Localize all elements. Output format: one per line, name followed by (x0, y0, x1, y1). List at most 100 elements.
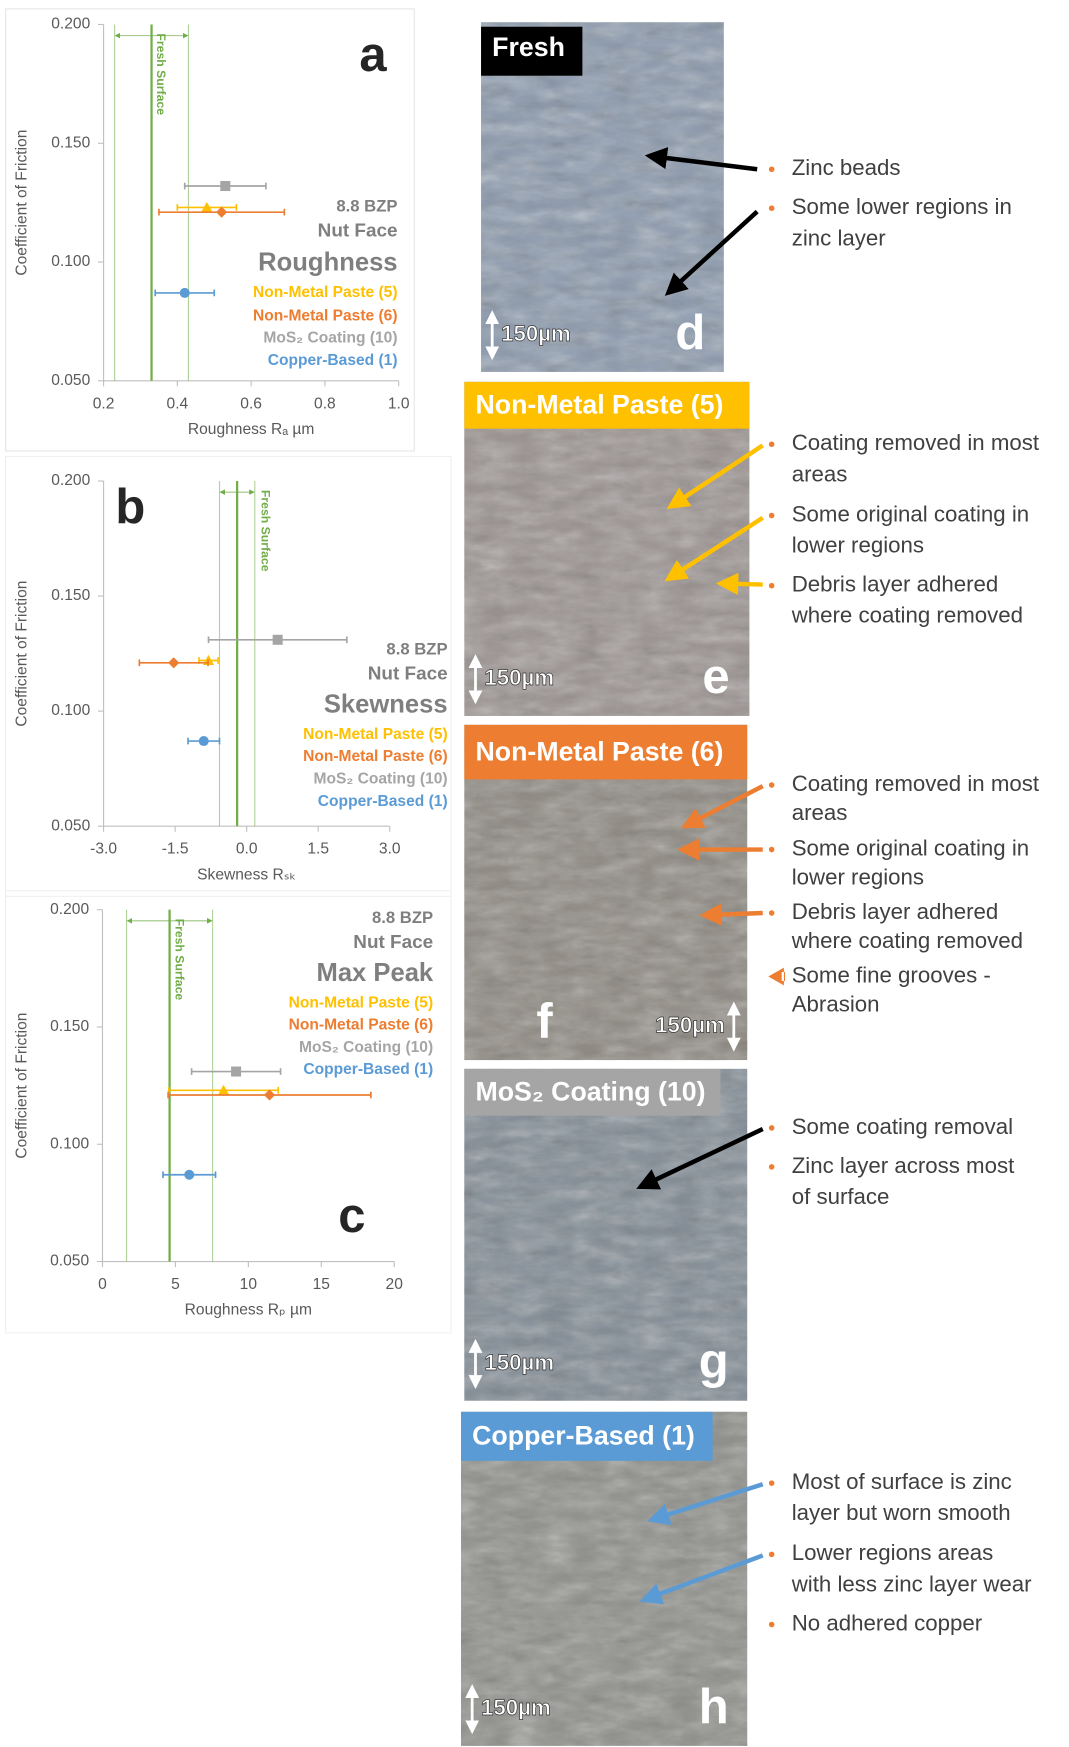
legend-entry: Non-Metal Paste (6) (303, 748, 448, 765)
x-tick-label: 1.0 (388, 395, 410, 412)
note-text: Coating removed in most (792, 771, 1040, 796)
legend-entry: Non-Metal Paste (5) (253, 284, 398, 301)
micrograph-label: Copper-Based (1) (472, 1421, 695, 1451)
x-tick-label: 20 (386, 1276, 404, 1293)
legend-entry: MoS₂ Coating (10) (299, 1039, 433, 1056)
arrow (647, 1482, 764, 1526)
panel-letter: d (675, 306, 705, 360)
note-text: lower regions (792, 864, 924, 889)
note-text: Some lower regions in (792, 194, 1012, 219)
chart-subtitle: Nut Face (368, 664, 448, 685)
point (272, 634, 283, 645)
arrow (664, 515, 764, 582)
y-tick-label: 0.050 (51, 372, 90, 389)
panel-letter: a (359, 28, 387, 82)
note-text: with less zinc layer wear (791, 1571, 1032, 1596)
chart-frame (5, 890, 452, 1334)
note-text: areas (792, 800, 848, 825)
x-tick-label: 1.5 (307, 841, 329, 858)
note-text: areas (792, 461, 848, 486)
legend-entry: Non-Metal Paste (5) (303, 726, 448, 743)
note-text: Some fine grooves - (792, 962, 991, 987)
chart-subtitle: Nut Face (318, 221, 398, 242)
y-tick-label: 0.200 (51, 16, 90, 33)
arrow (699, 903, 763, 926)
panel-letter: g (699, 1335, 729, 1389)
note-text: where coating removed (791, 928, 1023, 953)
x-tick-label: 10 (240, 1276, 258, 1293)
y-axis-label: Coefficient of Friction (13, 1013, 30, 1159)
micrograph-label-box (464, 1068, 721, 1116)
x-tick-label: 5 (171, 1276, 180, 1293)
point (216, 206, 228, 218)
chart-title: 8.8 BZP (336, 197, 397, 216)
x-tick-label: 0.6 (240, 395, 262, 412)
reference-label: Fresh Surface (172, 919, 186, 1001)
note-text: zinc layer (792, 225, 887, 250)
x-tick-label: -1.5 (162, 841, 189, 858)
point (179, 287, 190, 298)
bullet (768, 1125, 775, 1131)
y-tick-label: 0.200 (51, 472, 90, 489)
legend-entry: MoS₂ Coating (10) (313, 771, 447, 788)
chart-heading: Max Peak (317, 959, 434, 987)
panel-letter: h (699, 1680, 729, 1734)
arrow (666, 443, 764, 510)
arrow (664, 209, 759, 296)
panel-letter: b (115, 480, 145, 534)
legend-entry: Copper-Based (1) (318, 793, 448, 810)
note-text: Some coating removal (792, 1114, 1013, 1139)
panel-letter: e (702, 650, 729, 704)
note-text: layer but worn smooth (792, 1500, 1011, 1525)
micrograph-label: MoS₂ Coating (10) (475, 1076, 705, 1106)
note-text: Coating removed in most (792, 430, 1040, 455)
point (198, 736, 209, 747)
bullet (768, 441, 775, 448)
y-tick-label: 0.150 (50, 1018, 89, 1035)
note-text: Most of surface is zinc (792, 1469, 1012, 1494)
x-tick-label: 0.8 (314, 395, 336, 412)
point (220, 181, 231, 192)
x-tick-label: -3.0 (90, 841, 117, 858)
micrograph-texture (464, 1068, 748, 1401)
chart-frame (5, 8, 415, 452)
arrow (680, 784, 764, 829)
y-tick-label: 0.050 (50, 1253, 89, 1270)
y-tick-label: 0.150 (51, 587, 90, 604)
note-text: of surface (792, 1184, 890, 1209)
micrograph-label-box (464, 381, 750, 429)
legend-entry: Non-Metal Paste (6) (253, 307, 398, 324)
y-axis-label: Coefficient of Friction (13, 130, 30, 276)
arrow (639, 1553, 764, 1605)
note-text: Zinc beads (792, 155, 901, 180)
legend-entry: Copper-Based (1) (303, 1061, 433, 1078)
y-tick-label: 0.200 (50, 901, 89, 918)
x-tick-label: 15 (313, 1276, 331, 1293)
reference-label: Fresh Surface (154, 33, 168, 115)
point (263, 1089, 276, 1101)
reference-label: Fresh Surface (259, 490, 273, 572)
y-tick-label: 0.100 (51, 253, 90, 270)
bullet (768, 1164, 775, 1170)
y-tick-label: 0.150 (51, 134, 90, 151)
chart-title: 8.8 BZP (386, 640, 447, 659)
chart-frame (5, 455, 452, 897)
note-arrow (768, 967, 786, 986)
x-axis-label: Roughness Rₐ µm (188, 421, 314, 438)
legend-entry: Copper-Based (1) (268, 352, 398, 369)
micrograph-texture (464, 724, 748, 1061)
panel-letter: f (536, 994, 553, 1048)
note-text: Lower regions areas (792, 1540, 994, 1565)
y-tick-label: 0.100 (51, 702, 90, 719)
note-text: Zinc layer across most (792, 1153, 1015, 1178)
legend-entry: Non-Metal Paste (6) (289, 1017, 434, 1034)
point (184, 1169, 195, 1180)
x-tick-label: 0.0 (236, 841, 258, 858)
y-axis-label: Coefficient of Friction (13, 581, 30, 727)
y-tick-label: 0.050 (51, 817, 90, 834)
note-text: Some original coating in (792, 501, 1029, 526)
x-axis-label: Skewness Rₛₖ (197, 866, 296, 883)
scale-label: 150µm (655, 1012, 725, 1037)
